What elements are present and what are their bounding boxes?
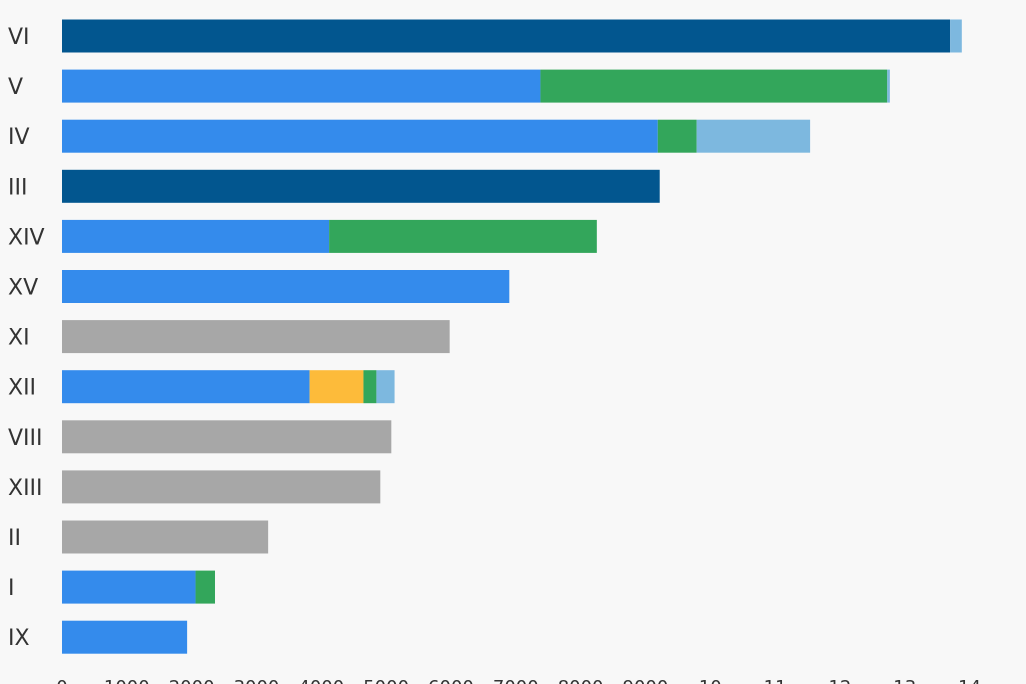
bar-segment: [696, 119, 811, 153]
category-label: VIII: [8, 426, 43, 451]
x-tick-label: 3000: [234, 677, 280, 684]
x-tick-label: 13: [893, 677, 916, 684]
bar-segment: [62, 219, 330, 253]
category-label: XIII: [8, 476, 43, 501]
bar-segment: [62, 370, 310, 404]
x-tick-label: 11: [764, 677, 787, 684]
bar-segment: [62, 520, 269, 554]
bar-segment: [62, 620, 188, 654]
bar-segment: [950, 19, 962, 53]
x-tick-label: 2000: [169, 677, 215, 684]
x-tick-label: 1000: [104, 677, 150, 684]
x-tick-label: 8000: [558, 677, 604, 684]
category-label: XII: [8, 376, 36, 401]
x-tick-label: 7000: [493, 677, 539, 684]
x-axis-ticks: 0 1000 2000 3000 4000 5000 6000 7000 8000 9000 10 1…: [56, 677, 981, 684]
bar-segment: [62, 69, 541, 103]
x-tick-label: 4000: [298, 677, 344, 684]
bar-segment: [62, 420, 392, 454]
bar-segment: [887, 69, 890, 103]
category-label: IX: [8, 626, 30, 651]
bar-segment: [540, 69, 888, 103]
bar-segment: [62, 119, 658, 153]
category-label: XIV: [8, 225, 45, 250]
bar-segment: [195, 570, 215, 604]
category-label: VI: [8, 25, 30, 50]
bar-segment: [309, 370, 364, 404]
bar-segment: [657, 119, 697, 153]
x-tick-label: 5000: [363, 677, 409, 684]
category-label: V: [8, 75, 23, 100]
bar-segment: [62, 570, 196, 604]
bar-segment: [62, 470, 381, 504]
bar-segment: [62, 320, 450, 354]
x-tick-label: 14: [958, 677, 981, 684]
bar-segment: [62, 169, 660, 203]
category-label: XV: [8, 276, 38, 301]
bar-segment: [363, 370, 377, 404]
bars-group: [62, 19, 962, 654]
x-tick-label: 9000: [623, 677, 669, 684]
x-tick-label: 10: [699, 677, 722, 684]
bar-segment: [376, 370, 395, 404]
bar-segment: [62, 270, 510, 303]
category-label: XI: [8, 326, 30, 351]
category-label: III: [8, 175, 27, 200]
bar-segment: [329, 219, 597, 253]
category-label: IV: [8, 125, 30, 150]
bar-segment: [62, 19, 951, 53]
x-tick-label: 6000: [428, 677, 474, 684]
category-label: I: [8, 576, 15, 601]
x-tick-label: 12: [828, 677, 851, 684]
category-label: II: [8, 526, 21, 551]
x-tick-label: 0: [56, 677, 67, 684]
